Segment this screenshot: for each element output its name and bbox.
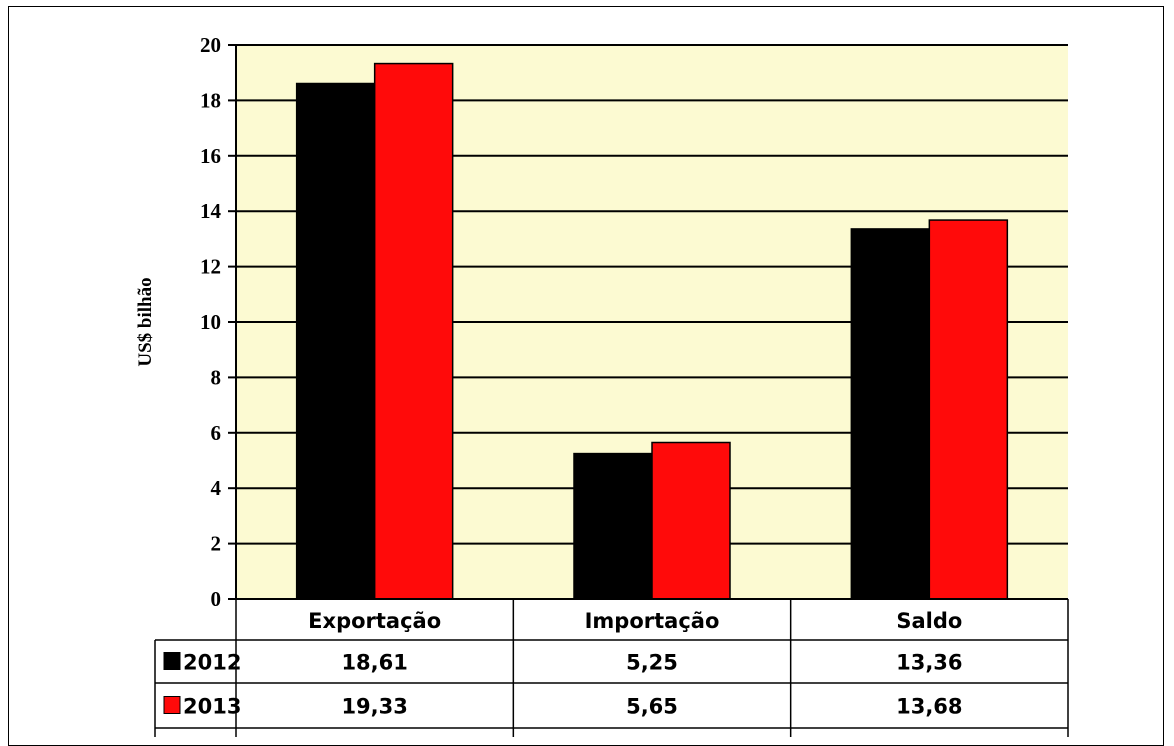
x-tick-label: Exportação [308, 609, 441, 633]
bar-2013-2 [651, 441, 731, 600]
x-tick-label: Importação [585, 609, 720, 633]
y-tick-label: 20 [200, 33, 221, 57]
bar-2012-3 [850, 228, 931, 600]
bar-2012-2 [573, 452, 653, 600]
y-tick-label: 8 [211, 365, 222, 389]
legend-label: 2013 [183, 695, 241, 719]
x-tick-label: Saldo [896, 609, 962, 633]
y-tick-labels: 0 2 4 6 8 10 12 14 16 18 20 [200, 33, 222, 611]
y-tick-label: 0 [211, 587, 222, 611]
y-tick-label: 6 [211, 421, 222, 445]
y-tick-label: 18 [200, 88, 221, 112]
legend-label: 2012 [183, 651, 241, 675]
y-tick-label: 10 [200, 310, 221, 334]
data-label: 19,33 [341, 695, 407, 719]
y-tick-label: 16 [200, 144, 221, 168]
bars [295, 62, 1009, 600]
legend-swatch-2013 [163, 696, 181, 714]
data-table: Exportação Importação Saldo 2012 18,61 5,25 13… [154, 599, 1069, 737]
data-label: 18,61 [341, 651, 407, 675]
bar-2012-1 [295, 82, 376, 600]
legend-swatch-2012 [163, 652, 181, 670]
bar-2013-3 [928, 219, 1009, 600]
y-axis-label: US$ bilhão [135, 277, 156, 366]
bar-2013-1 [373, 62, 454, 600]
data-label: 5,65 [626, 695, 678, 719]
data-label: 13,68 [896, 695, 962, 719]
y-tick-label: 14 [200, 199, 222, 223]
axes [228, 44, 1068, 600]
y-tick-label: 12 [200, 255, 221, 279]
y-tick-label: 2 [211, 532, 222, 556]
data-label: 13,36 [896, 651, 962, 675]
y-tick-label: 4 [211, 476, 222, 500]
data-label: 5,25 [626, 651, 678, 675]
